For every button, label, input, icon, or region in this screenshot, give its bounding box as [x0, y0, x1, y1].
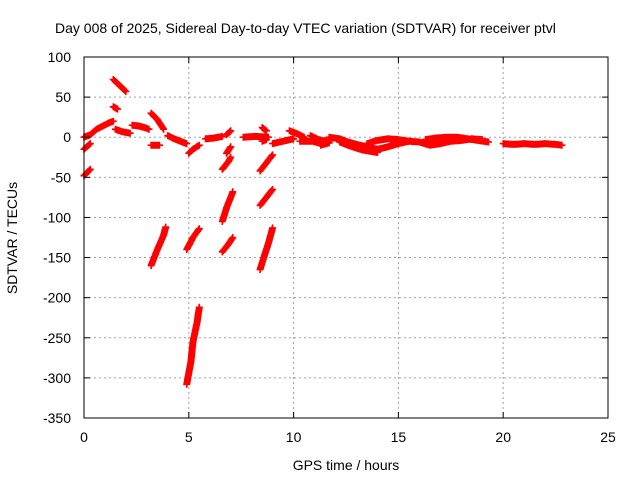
data-point-run: [256, 185, 277, 209]
x-axis-label: GPS time / hours: [293, 457, 400, 473]
data-point-run: [223, 143, 235, 157]
y-tick-label: 0: [63, 129, 71, 145]
y-tick-label: 50: [55, 89, 71, 105]
chart-title: Day 008 of 2025, Sidereal Day-to-day VTE…: [55, 20, 556, 36]
y-tick-label: -250: [43, 330, 71, 346]
x-tick-label: 10: [286, 429, 302, 445]
y-tick-label: -50: [51, 169, 71, 185]
data-point-run: [269, 135, 298, 148]
axis-ticks: 0 5 10 15 20 25 100 50 0 -50 -100 -150 -200 -250 -300 -…: [43, 49, 616, 445]
data-point-run: [317, 139, 333, 149]
data-point-run: [183, 303, 203, 388]
data-point-run: [363, 135, 413, 148]
data-series: [80, 76, 566, 388]
plot-frame: [83, 56, 609, 419]
data-point-run: [109, 103, 121, 113]
y-tick-label: -300: [43, 370, 71, 386]
data-point-run: [499, 140, 566, 149]
data-point-run: [128, 121, 153, 133]
data-point-run: [147, 141, 163, 149]
x-tick-label: 5: [185, 429, 193, 445]
y-tick-label: -100: [43, 209, 71, 225]
data-point-run: [285, 127, 308, 141]
data-point-run: [218, 153, 235, 173]
data-point-run: [111, 125, 134, 137]
y-tick-label: -150: [43, 250, 71, 266]
data-point-run: [256, 224, 277, 274]
data-point-run: [336, 138, 381, 156]
y-tick-label: -200: [43, 290, 71, 306]
data-point-run: [164, 132, 191, 148]
y-axis-label: SDTVAR / TECUs: [4, 182, 20, 294]
y-tick-label: 100: [48, 49, 72, 65]
x-tick-label: 0: [80, 429, 88, 445]
data-point-run: [223, 127, 235, 139]
data-point-run: [258, 136, 270, 145]
x-tick-label: 15: [391, 429, 407, 445]
data-point-run: [147, 109, 168, 133]
x-tick-label: 20: [495, 429, 511, 445]
data-point-run: [218, 234, 237, 256]
data-point-run: [422, 133, 492, 146]
data-point-run: [256, 151, 277, 175]
data-point-run: [185, 141, 203, 157]
data-point-run: [109, 76, 130, 95]
data-point-run: [147, 223, 170, 270]
data-point-run: [202, 132, 226, 143]
data-point-run: [183, 225, 203, 253]
y-tick-label: -350: [43, 410, 71, 426]
data-point-run: [258, 124, 270, 135]
x-tick-label: 25: [600, 429, 616, 445]
data-point-run: [218, 188, 237, 225]
grid-lines: [84, 57, 608, 418]
data-point-run: [80, 140, 94, 153]
